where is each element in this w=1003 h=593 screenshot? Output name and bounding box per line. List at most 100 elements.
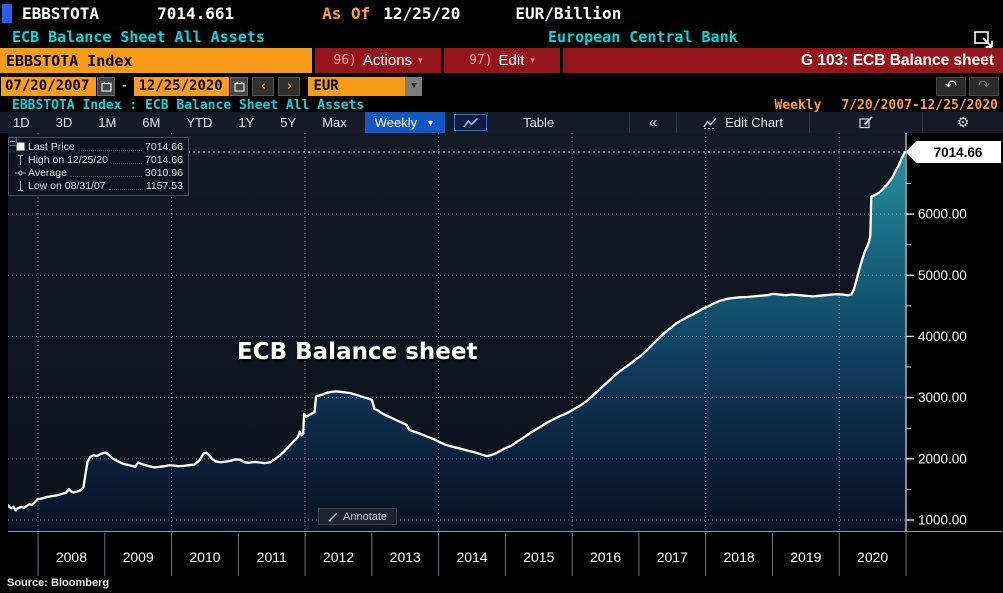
legend-leader [108,182,143,190]
edit-button[interactable]: 97) Edit ▾ [444,48,560,73]
y-axis-label-6000: 6000.00 [918,207,967,222]
chevron-down-icon: ▾ [530,55,535,65]
range-button-5y[interactable]: 5Y [280,115,297,130]
range-button-1m[interactable]: 1M [98,115,117,130]
settings-button[interactable]: ⚙ [922,112,1003,133]
period-dropdown[interactable]: Weekly ▼ [364,112,446,133]
high-marker-icon [13,154,28,166]
legend-value: 1157.53 [145,179,183,192]
x-axis-label-2016: 2016 [590,549,621,565]
subtitle-row: EBBSTOTA Index : ECB Balance Sheet All A… [0,98,1003,113]
edit-chart-label: Edit Chart [725,115,783,130]
edit-chart-button[interactable]: Edit Chart [676,112,809,133]
range-button-3d[interactable]: 3D [55,115,73,130]
chevron-left-icon: ‹ [259,78,268,94]
ticker-input[interactable]: EBBSTOTA Index [0,48,312,73]
legend-leader [110,156,143,164]
actions-shortcut-key: 96) [333,53,357,68]
ticker-symbol: EBBSTOTA [22,3,100,23]
header-row: EBBSTOTA 7014.661 As Of 12/25/20 EUR/Bil… [0,0,1003,26]
units-label: EUR/Billion [515,3,622,23]
security-description-row: ECB Balance Sheet All Assets European Ce… [0,26,1003,46]
command-bar: EBBSTOTA Index 96) Actions ▾ 97) Edit ▾ … [0,48,1003,73]
x-axis-label-2012: 2012 [323,549,354,565]
y-axis-label-3000: 3000.00 [918,390,967,405]
x-axis-label-2015: 2015 [523,549,554,565]
legend-row-low: Low on 08/31/07 1157.53 [13,179,183,192]
legend-value: 3010.96 [145,166,183,179]
edit-chart-icon [703,117,717,129]
pencil-icon [328,512,337,522]
as-of-label: As Of [322,3,371,23]
table-button[interactable]: Table [523,115,555,130]
legend-row-average: Average 3010.96 [13,166,183,179]
range-button-max[interactable]: Max [322,115,347,130]
collapse-panel-button[interactable]: « [629,112,676,133]
legend-label: Low on 08/31/07 [28,179,106,192]
frequency-range: Weekly 7/20/2007-12/25/2020 [774,98,998,113]
legend-leader [69,169,143,177]
breadcrumb: EBBSTOTA Index : ECB Balance Sheet All A… [12,98,365,113]
edit-shortcut-key: 97) [469,53,493,68]
currency-select[interactable]: EUR [308,76,406,96]
annotate-tool-button[interactable] [809,112,922,133]
end-date-input[interactable]: 12/25/2020 [134,76,230,96]
legend-collapse-icon[interactable] [8,137,17,146]
calendar-icon[interactable] [230,76,249,96]
actions-button[interactable]: 96) Actions ▾ [315,48,441,73]
legend-value: 7014.66 [145,140,183,153]
annotate-label: Annotate [343,510,388,523]
range-button-1d[interactable]: 1D [13,115,30,130]
svg-text:7014.66: 7014.66 [934,145,983,160]
actions-label: Actions [362,52,413,69]
legend-label: High on 12/25/20 [28,153,108,166]
x-axis-label-2010: 2010 [189,549,220,565]
previous-period-button[interactable]: ‹ [252,76,275,96]
date-range-bar: 07/20/2007 - 12/25/2020 ‹ › EUR ▼ ↶ ↷ [0,75,1003,97]
chart-type-button[interactable] [454,114,488,131]
range-buttons: 1D 3D 1M 6M YTD 1Y 5Y Max [0,112,360,133]
chart-annotation-text: ECB Balance sheet [237,339,478,365]
panel-title: G 103: ECB Balance sheet [563,48,1003,73]
x-axis-label-2017: 2017 [657,549,688,565]
calendar-icon[interactable] [97,76,115,96]
chart-canvas[interactable]: 1000.00 2000.00 3000.00 4000.00 5000.00 6000.… [0,133,1003,593]
chevron-right-icon: › [285,78,294,94]
line-chart-icon [462,117,478,127]
x-axis-label-2008: 2008 [56,549,87,565]
issuer-name: European Central Bank [548,28,738,46]
legend-row-last-price: Last Price 7014.66 [13,140,183,153]
low-marker-icon [13,180,28,192]
annotate-button[interactable]: Annotate [318,508,398,525]
history-buttons: ↶ ↷ [936,76,999,96]
x-axis-label-2013: 2013 [390,549,421,565]
chart-legend[interactable]: Last Price 7014.66 High on 12/25/20 7014… [8,137,189,196]
toolbar-right-group: « Edit Chart ⚙ [629,112,1003,133]
frequency-label: Weekly [774,98,822,113]
dropdown-arrow-icon[interactable]: ▼ [405,76,423,96]
chevron-down-icon: ▼ [426,117,436,128]
last-value: 7014.661 [157,3,235,23]
legend-label: Average [28,166,67,179]
x-axis-label-2018: 2018 [724,549,755,565]
redo-button[interactable]: ↷ [969,76,999,96]
next-period-button[interactable]: › [278,76,301,96]
range-button-ytd[interactable]: YTD [186,115,213,130]
y-axis-label-1000: 1000.00 [918,513,967,528]
start-date-input[interactable]: 07/20/2007 [1,76,96,96]
edit-label: Edit [498,52,525,69]
y-axis-label-4000: 4000.00 [918,329,967,344]
range-button-1y[interactable]: 1Y [238,115,255,130]
legend-label: Last Price [28,140,75,153]
period-selected-label: Weekly [374,115,418,130]
x-axis-label-2019: 2019 [790,549,821,565]
undo-icon: ↶ [945,78,957,94]
as-of-date: 12/25/20 [383,3,461,23]
security-name: ECB Balance Sheet All Assets [12,28,265,46]
gear-icon: ⚙ [956,114,970,131]
chart-toolbar: 1D 3D 1M 6M YTD 1Y 5Y Max Weekly ▼ Table « Edit… [0,112,1003,133]
screen-export-icon[interactable] [972,29,996,51]
range-button-6m[interactable]: 6M [142,115,161,130]
undo-button[interactable]: ↶ [936,76,966,96]
